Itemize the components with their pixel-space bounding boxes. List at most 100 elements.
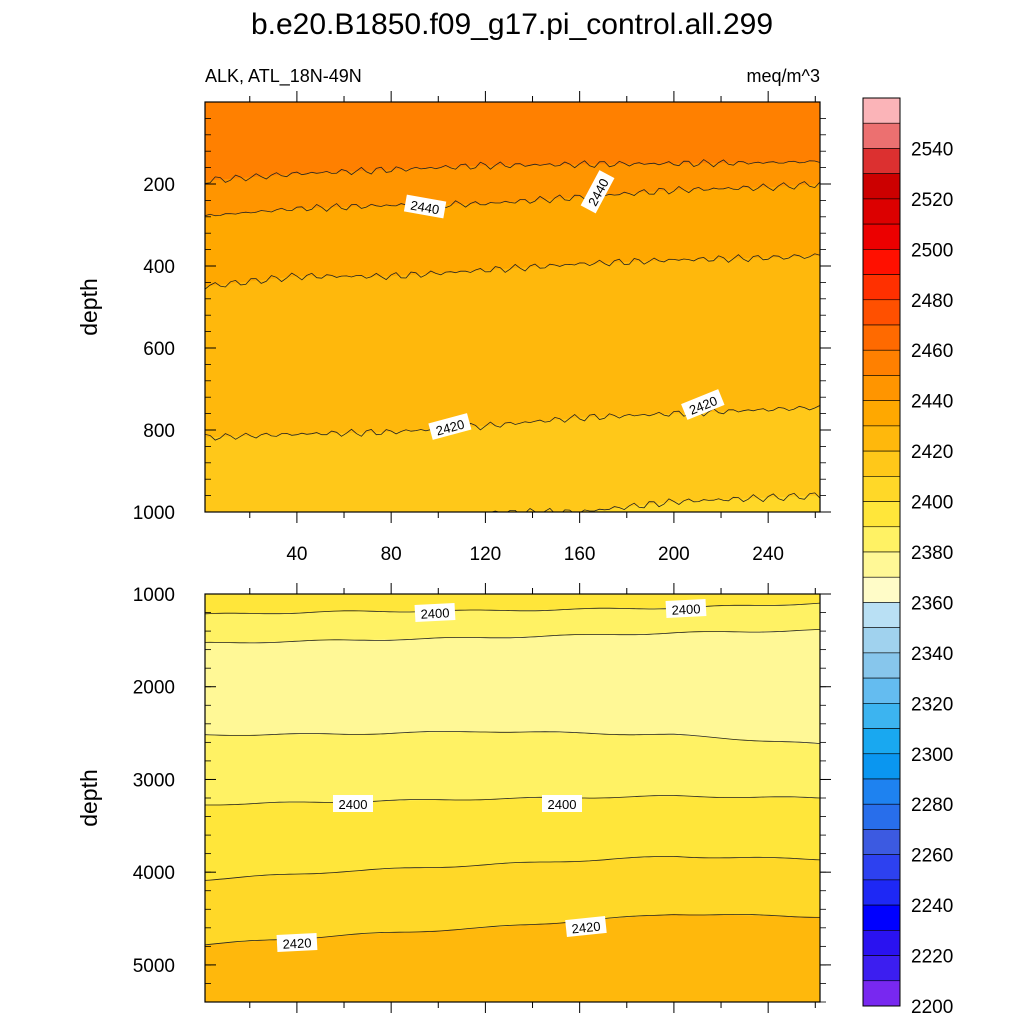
lower-contour-line bbox=[205, 629, 820, 644]
colorbar-swatch bbox=[862, 627, 901, 654]
colorbar-label: 2320 bbox=[911, 694, 953, 715]
colorbar-swatch bbox=[862, 728, 901, 755]
colorbar-label: 2520 bbox=[911, 190, 953, 211]
contour-label-text: 2420 bbox=[571, 919, 601, 937]
colorbar-swatch bbox=[862, 223, 901, 250]
lower-panel: 2400 2400 2400 2400 2420 2420 1000 2000 3000 4000… bbox=[76, 583, 831, 1013]
colorbar-swatch bbox=[862, 375, 901, 401]
colorbar-swatch bbox=[862, 576, 901, 603]
colorbar-swatch bbox=[862, 299, 901, 326]
colorbar-swatch bbox=[862, 703, 901, 729]
x-tick-label: 120 bbox=[470, 544, 502, 565]
colorbar-swatch bbox=[862, 122, 901, 149]
colorbar-swatch bbox=[862, 97, 901, 124]
upper-contour-line bbox=[485, 492, 820, 512]
lower-contour-line bbox=[205, 731, 820, 744]
contour-label-box bbox=[428, 413, 472, 440]
colorbar-frame bbox=[862, 97, 901, 1007]
contour-label-box bbox=[542, 795, 582, 812]
upper-band-fills bbox=[205, 102, 820, 512]
lower-contour-line bbox=[205, 602, 820, 615]
colorbar-swatch bbox=[862, 930, 901, 956]
colorbar-swatch bbox=[862, 324, 901, 351]
colorbar-swatch bbox=[862, 526, 901, 553]
contour-label-text: 2400 bbox=[420, 605, 450, 621]
colorbar-swatch bbox=[862, 148, 901, 174]
colorbar-swatch bbox=[862, 753, 901, 780]
contour-label-text: 2420 bbox=[434, 416, 466, 438]
colorbar-swatch bbox=[862, 274, 901, 301]
colorbar-swatch bbox=[862, 677, 901, 704]
upper-contour-line bbox=[205, 405, 820, 441]
colorbar-label: 2500 bbox=[911, 240, 953, 261]
colorbar-swatch bbox=[862, 778, 901, 805]
colorbar-swatch bbox=[862, 602, 901, 628]
colorbar: 2540 2520 2500 2480 2460 2440 2420 2400 2380 2360… bbox=[862, 97, 953, 1018]
contour-label-box bbox=[414, 602, 456, 623]
lower-band-fill bbox=[205, 594, 820, 615]
x-tick-label: 40 bbox=[286, 544, 307, 565]
figure-title: b.e20.B1850.f09_g17.pi_control.all.299 bbox=[251, 8, 773, 41]
upper-contour-line bbox=[205, 253, 820, 290]
contour-label: 2420 bbox=[276, 932, 318, 953]
contour-label: 2420 bbox=[428, 413, 472, 440]
y-tick-label: 600 bbox=[143, 339, 175, 360]
colorbar-label: 2260 bbox=[911, 846, 953, 867]
colorbar-label: 2400 bbox=[911, 493, 953, 514]
colorbar-swatch bbox=[862, 955, 901, 982]
colorbar-label: 2440 bbox=[911, 392, 953, 413]
y-tick-label: 5000 bbox=[133, 956, 175, 977]
upper-contour-line bbox=[205, 181, 820, 217]
colorbar-swatch bbox=[862, 803, 901, 830]
y-tick-label: 200 bbox=[143, 175, 175, 196]
y-tick-label: 800 bbox=[143, 421, 175, 442]
contour-label-box bbox=[665, 598, 707, 619]
contour-label-box bbox=[403, 194, 447, 219]
x-tick-label: 200 bbox=[658, 544, 690, 565]
y-tick-label: 3000 bbox=[133, 770, 175, 791]
contour-label-box bbox=[276, 932, 318, 953]
lower-contour-line bbox=[205, 856, 820, 881]
colorbar-swatch bbox=[862, 551, 901, 578]
colorbar-swatch bbox=[862, 425, 901, 452]
x-tick-label: 80 bbox=[381, 544, 402, 565]
colorbar-label: 2280 bbox=[911, 795, 953, 816]
colorbar-label: 2300 bbox=[911, 745, 953, 766]
colorbar-swatch bbox=[862, 652, 901, 679]
y-axis-label: depth bbox=[76, 769, 102, 827]
colorbar-swatch bbox=[862, 450, 901, 477]
contour-label-box bbox=[580, 170, 615, 214]
upper-band-fill bbox=[205, 102, 820, 181]
colorbar-swatch bbox=[862, 501, 901, 528]
colorbar-swatch bbox=[862, 198, 901, 225]
y-tick-label: 1000 bbox=[133, 503, 175, 524]
colorbar-label: 2540 bbox=[911, 139, 953, 160]
y-tick-label: 4000 bbox=[133, 863, 175, 884]
contour-label-text: 2400 bbox=[339, 797, 368, 812]
colorbar-swatch bbox=[862, 829, 901, 855]
colorbar-swatch bbox=[862, 904, 901, 931]
colorbar-swatch bbox=[862, 400, 901, 427]
contour-label-box bbox=[565, 915, 607, 938]
colorbar-swatch bbox=[862, 476, 901, 502]
colorbar-label: 2460 bbox=[911, 341, 953, 362]
colorbar-swatch bbox=[862, 854, 901, 881]
upper-contour-lines bbox=[205, 159, 820, 512]
colorbar-swatch bbox=[862, 980, 901, 1007]
x-tick-label: 240 bbox=[752, 544, 784, 565]
y-tick-label: 400 bbox=[143, 257, 175, 278]
contour-label-text: 2400 bbox=[548, 797, 577, 812]
colorbar-swatch bbox=[862, 349, 901, 376]
colorbar-label: 2200 bbox=[911, 997, 953, 1018]
contour-label-text: 2440 bbox=[409, 198, 440, 218]
y-tick-label: 1000 bbox=[133, 585, 175, 606]
contour-label-box bbox=[681, 389, 725, 420]
contour-label-box bbox=[333, 795, 373, 812]
colorbar-label: 2420 bbox=[911, 442, 953, 463]
contour-label: 2400 bbox=[665, 598, 707, 619]
subtitle-right: meq/m^3 bbox=[747, 66, 820, 86]
x-tick-label: 160 bbox=[564, 544, 596, 565]
colorbar-label: 2220 bbox=[911, 947, 953, 968]
contour-label: 2400 bbox=[542, 795, 582, 812]
